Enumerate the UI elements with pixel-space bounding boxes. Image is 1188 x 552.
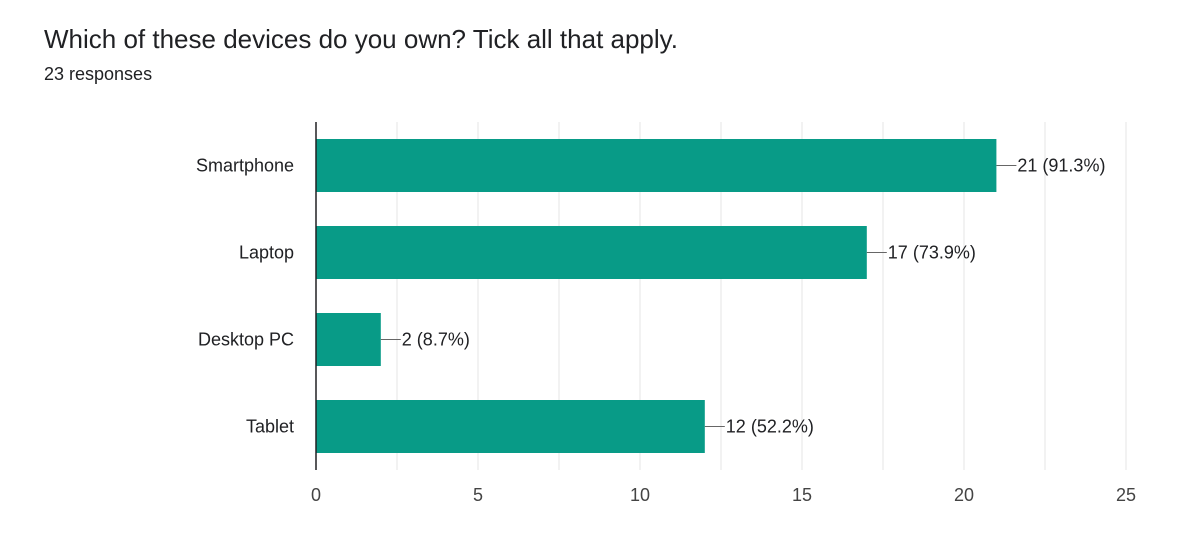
category-label: Smartphone [196,156,294,176]
x-tick-label: 0 [311,485,321,505]
data-label: 2 (8.7%) [402,330,470,350]
chart-title: Which of these devices do you own? Tick … [44,24,678,54]
category-label: Desktop PC [198,330,294,350]
response-count: 23 responses [44,64,153,84]
data-label: 12 (52.2%) [726,417,814,437]
bars [316,139,997,453]
x-tick-label: 25 [1116,485,1136,505]
bar-desktop-pc [316,313,381,366]
bar-smartphone [316,139,997,192]
category-label: Tablet [246,417,294,437]
x-tick-label: 10 [630,485,650,505]
x-tick-label: 15 [792,485,812,505]
category-labels: Smartphone Laptop Desktop PC Tablet [196,156,294,437]
bar-tablet [316,400,705,453]
tick-labels: 0 5 10 15 20 25 [311,485,1136,505]
x-tick-label: 5 [473,485,483,505]
data-label: 17 (73.9%) [888,243,976,263]
x-tick-label: 20 [954,485,974,505]
bar-laptop [316,226,867,279]
category-label: Laptop [239,243,294,263]
data-labels: 21 (91.3%) 17 (73.9%) 2 (8.7%) 12 (52.2%) [380,156,1105,437]
data-label: 21 (91.3%) [1017,156,1105,176]
